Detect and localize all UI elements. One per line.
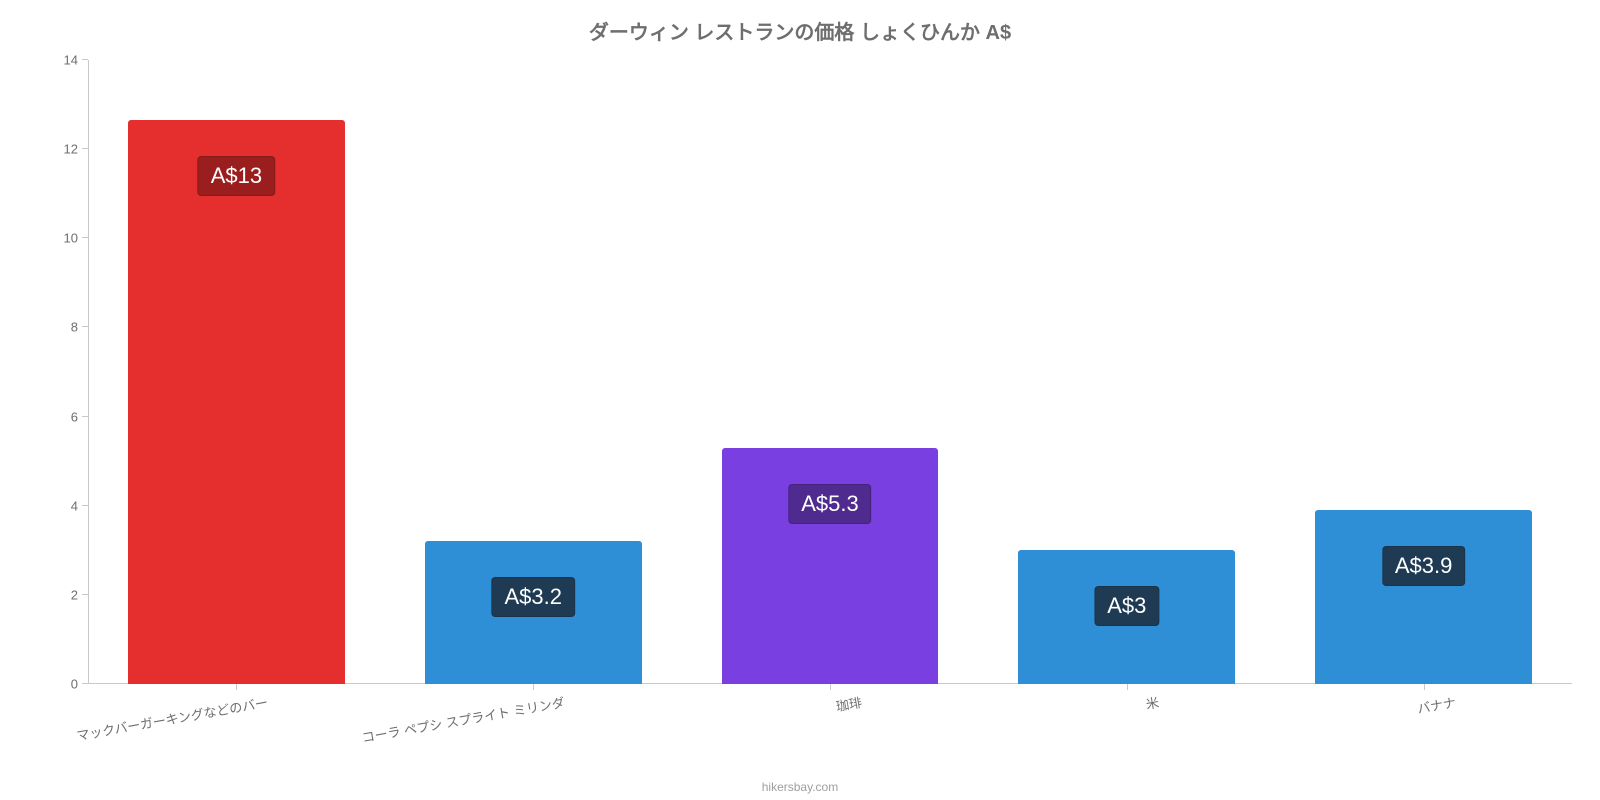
x-category-label: 米	[1144, 692, 1160, 713]
x-tick-mark	[236, 684, 237, 690]
bars-layer: A$13 A$3.2 A$5.3 A$3 A$3.9	[88, 60, 1572, 684]
bar-value-label: A$5.3	[788, 484, 872, 524]
x-axis-labels: マックバーガーキングなどのバーコーラ ペプシ スプライト ミリンダ珈琲米バナナ	[88, 692, 1572, 772]
y-tick-label: 0	[71, 677, 88, 692]
chart-title: ダーウィン レストランの価格 しょくひんか A$	[0, 16, 1600, 45]
x-category-label: バナナ	[1415, 692, 1457, 717]
x-tick-mark	[533, 684, 534, 690]
bar	[1315, 510, 1532, 684]
y-tick-label: 2	[71, 587, 88, 602]
bar-slot: A$5.3	[722, 448, 939, 684]
bar-value-label: A$3	[1094, 586, 1159, 626]
price-bar-chart: ダーウィン レストランの価格 しょくひんか A$ 0 2 4 6 8 10 12 14 A$1…	[0, 0, 1600, 800]
source-attribution: hikersbay.com	[0, 780, 1600, 794]
bar-slot: A$3.2	[425, 541, 642, 684]
bar	[128, 120, 345, 684]
bar-value-label: A$3.2	[491, 577, 575, 617]
bar-slot: A$3	[1018, 550, 1235, 684]
y-tick-label: 10	[64, 231, 88, 246]
x-category-label: 珈琲	[834, 692, 863, 715]
y-tick-label: 12	[64, 142, 88, 157]
bar-value-label: A$13	[198, 156, 275, 196]
x-tick-mark	[830, 684, 831, 690]
plot-area: 02468101214 A$13A$3.2A$5.3A$3A$3.9	[88, 60, 1572, 684]
y-tick-label: 8	[71, 320, 88, 335]
x-tick-mark	[1424, 684, 1425, 690]
x-category-label: マックバーガーキングなどのバー	[75, 692, 269, 744]
y-tick-label: 6	[71, 409, 88, 424]
bar-slot: A$13	[128, 120, 345, 684]
x-category-label: コーラ ペプシ スプライト ミリンダ	[360, 692, 566, 746]
y-tick-label: 14	[64, 53, 88, 68]
bar-value-label: A$3.9	[1382, 546, 1466, 586]
y-tick-label: 4	[71, 498, 88, 513]
bar-slot: A$3.9	[1315, 510, 1532, 684]
x-tick-mark	[1127, 684, 1128, 690]
